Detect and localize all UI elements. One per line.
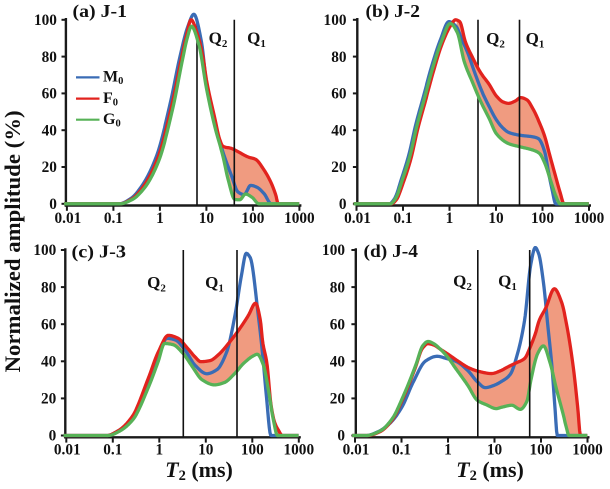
svg-text:0.1: 0.1: [103, 442, 122, 459]
svg-text:1: 1: [156, 210, 164, 227]
svg-text:40: 40: [330, 354, 346, 371]
svg-text:10: 10: [488, 210, 504, 227]
svg-text:1000: 1000: [284, 210, 315, 227]
svg-text:80: 80: [41, 279, 57, 296]
svg-text:20: 20: [41, 391, 57, 408]
svg-text:1: 1: [155, 442, 163, 459]
svg-text:60: 60: [331, 86, 347, 103]
svg-text:100: 100: [324, 12, 347, 29]
svg-text:100: 100: [530, 442, 553, 459]
svg-text:40: 40: [42, 122, 58, 139]
svg-text:100: 100: [531, 210, 554, 227]
svg-text:(c) J-3: (c) J-3: [72, 242, 127, 263]
svg-text:60: 60: [42, 86, 58, 103]
svg-text:T2 (ms): T2 (ms): [165, 457, 233, 484]
svg-text:100: 100: [241, 442, 264, 459]
svg-text:1000: 1000: [572, 442, 603, 459]
svg-text:Normalized amplitude (%): Normalized amplitude (%): [0, 110, 25, 372]
svg-text:60: 60: [330, 316, 346, 333]
svg-text:40: 40: [331, 122, 347, 139]
svg-text:0: 0: [49, 428, 57, 445]
svg-text:10: 10: [198, 442, 214, 459]
svg-text:T2 (ms): T2 (ms): [456, 457, 524, 484]
svg-text:0: 0: [49, 196, 57, 213]
svg-text:60: 60: [41, 316, 57, 333]
svg-text:40: 40: [41, 354, 57, 371]
svg-text:0: 0: [337, 428, 345, 445]
svg-text:20: 20: [330, 391, 346, 408]
svg-text:0.1: 0.1: [393, 210, 412, 227]
svg-text:1: 1: [446, 210, 454, 227]
svg-text:1000: 1000: [574, 210, 605, 227]
svg-text:(b) J-2: (b) J-2: [366, 1, 421, 22]
svg-text:0.01: 0.01: [55, 210, 82, 227]
svg-text:0.1: 0.1: [104, 210, 123, 227]
svg-text:80: 80: [330, 279, 346, 296]
svg-text:1000: 1000: [284, 442, 315, 459]
svg-text:80: 80: [331, 49, 347, 66]
svg-text:100: 100: [322, 242, 345, 259]
svg-text:100: 100: [33, 242, 56, 259]
svg-text:0: 0: [339, 196, 347, 213]
svg-text:10: 10: [487, 442, 503, 459]
svg-text:100: 100: [241, 210, 264, 227]
svg-text:(a) J-1: (a) J-1: [73, 1, 128, 22]
svg-text:80: 80: [42, 49, 58, 66]
svg-text:10: 10: [199, 210, 215, 227]
svg-text:0.01: 0.01: [54, 442, 81, 459]
svg-text:0.1: 0.1: [392, 442, 411, 459]
svg-text:20: 20: [331, 159, 347, 176]
svg-text:(d) J-4: (d) J-4: [364, 241, 419, 262]
svg-text:20: 20: [42, 159, 58, 176]
svg-text:1: 1: [444, 442, 452, 459]
svg-text:0.01: 0.01: [343, 442, 370, 459]
svg-text:0.01: 0.01: [344, 210, 371, 227]
svg-text:100: 100: [34, 12, 57, 29]
